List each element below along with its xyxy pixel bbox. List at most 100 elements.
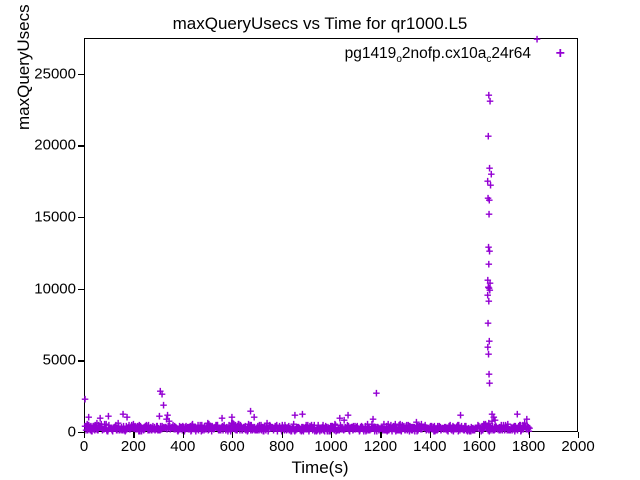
data-point: + [396,416,404,431]
data-point: + [340,413,348,428]
data-point: + [230,417,238,432]
data-point: + [462,418,470,433]
data-point: + [105,408,113,423]
data-point: + [488,414,496,429]
data-point: + [413,415,421,430]
data-point: + [486,375,494,390]
data-point: + [165,414,173,429]
y-tick-mark-20000 [78,145,84,146]
x-tick-mark-1400 [430,432,431,438]
data-point: + [291,408,299,423]
data-point: + [125,418,133,433]
data-point: + [344,417,352,432]
data-point: + [160,398,168,413]
data-point: + [145,417,153,432]
data-point: + [516,418,524,433]
data-point: + [516,417,524,432]
data-point: + [257,418,265,433]
data-point: + [273,418,281,433]
data-point: + [418,417,426,432]
data-point: + [225,417,233,432]
data-point: + [93,416,101,431]
data-point: + [485,347,493,362]
data-point: + [345,418,353,433]
data-point: + [387,418,395,433]
data-point: + [369,412,377,427]
data-point: + [95,417,103,432]
data-point: + [266,418,274,433]
data-point: + [228,415,236,430]
data-point: + [237,417,245,432]
data-point: + [485,294,493,309]
data-point: + [337,417,345,432]
data-point: + [428,418,436,433]
data-point: + [484,272,492,287]
data-point: + [486,193,494,208]
data-point: + [101,417,109,432]
data-point: + [331,416,339,431]
data-point: + [488,166,496,181]
data-point: + [157,384,165,399]
data-point: + [205,417,213,432]
data-point: + [232,417,240,432]
x-tick-label-1400: 1400 [413,438,446,455]
y-tick-mark-5000 [78,360,84,361]
x-tick-mark-0 [84,432,85,438]
data-point: + [112,418,120,433]
data-point: + [163,411,171,426]
x-tick-mark-2000 [578,432,579,438]
x-tick-label-600: 600 [220,438,245,455]
data-point: + [246,417,254,432]
data-point: + [405,418,413,433]
data-point: + [480,417,488,432]
data-point: + [490,409,498,424]
data-point: + [142,418,150,433]
data-point: + [119,407,127,422]
data-point: + [474,418,482,433]
data-point: + [196,417,204,432]
data-point: + [304,418,312,433]
data-point: + [380,416,388,431]
data-point: + [484,340,492,355]
data-point: + [214,418,222,433]
data-point: + [364,417,372,432]
data-point: + [92,418,100,433]
data-point: + [302,418,310,433]
data-point: + [188,417,196,432]
y-axis-label: maxQueryUsecs [14,4,34,130]
y-tick-label-25000: 25000 [34,65,76,82]
data-point: + [488,407,496,422]
data-point: + [455,418,463,433]
data-point: + [164,408,172,423]
data-point: + [510,418,518,433]
data-point: + [500,417,508,432]
data-point: + [486,244,494,259]
data-point: + [485,281,493,296]
x-tick-mark-800 [282,432,283,438]
data-point: + [504,417,512,432]
data-point: + [353,418,361,433]
x-tick-mark-400 [183,432,184,438]
x-tick-label-1000: 1000 [314,438,347,455]
x-tick-mark-1000 [331,432,332,438]
data-point: + [391,417,399,432]
data-point: + [336,410,344,425]
data-point: + [485,129,493,144]
x-tick-label-0: 0 [80,438,88,455]
data-point: + [230,416,238,431]
data-point: + [128,418,136,433]
data-point: + [485,87,493,102]
data-point: + [220,418,228,433]
data-point: + [98,417,106,432]
data-point: + [96,411,104,426]
data-point: + [198,418,206,433]
data-point: + [446,417,454,432]
data-point: + [497,418,505,433]
data-point: + [158,386,166,401]
data-point: + [344,407,352,422]
data-point: + [485,206,493,221]
data-point: + [332,418,340,433]
data-point: + [189,416,197,431]
data-point: + [281,418,289,433]
data-point: + [512,418,520,433]
